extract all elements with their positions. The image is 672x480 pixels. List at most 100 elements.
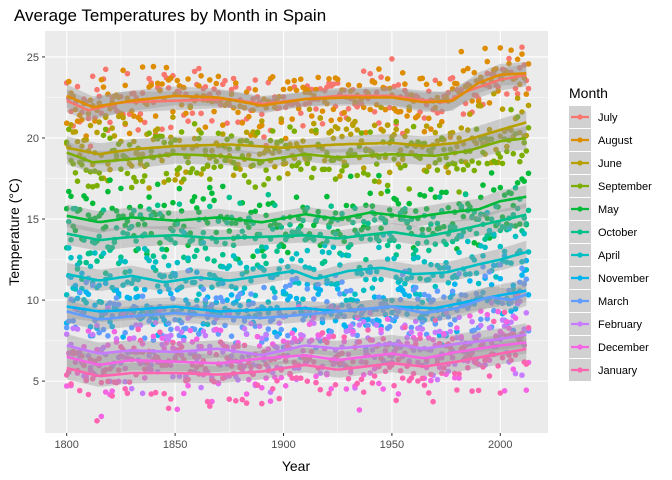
data-point [525, 102, 532, 109]
data-point [525, 324, 532, 331]
data-point [315, 74, 322, 81]
data-point [269, 128, 276, 134]
data-point [150, 253, 157, 259]
data-point [265, 346, 272, 353]
data-point [456, 314, 462, 321]
data-point [324, 371, 330, 378]
data-point [373, 268, 380, 275]
data-point [378, 74, 384, 80]
data-point [493, 203, 499, 210]
data-point [471, 327, 478, 334]
data-point [105, 333, 111, 339]
data-point [406, 200, 413, 207]
data-point [434, 356, 441, 362]
data-point [339, 210, 345, 217]
data-point [102, 270, 109, 277]
data-point [510, 202, 517, 209]
data-point [139, 390, 146, 397]
data-point [484, 215, 491, 222]
data-point [475, 216, 482, 223]
data-point [480, 253, 486, 259]
data-point [410, 123, 417, 130]
data-point [319, 121, 326, 127]
data-point [252, 87, 259, 93]
data-point [252, 323, 259, 329]
data-point [369, 347, 376, 353]
data-point [102, 389, 109, 395]
legend-label: January [598, 365, 638, 377]
data-point [66, 350, 72, 357]
data-point [185, 268, 191, 274]
data-point [319, 316, 326, 322]
data-point [102, 280, 109, 287]
data-point [432, 104, 439, 111]
data-point [367, 190, 374, 197]
data-point [135, 221, 141, 228]
data-point [345, 106, 352, 112]
data-point [259, 335, 265, 342]
data-point [137, 203, 144, 210]
data-point [89, 376, 96, 382]
data-point [330, 106, 337, 113]
data-point [157, 88, 163, 94]
data-point [185, 301, 191, 308]
data-point [230, 159, 237, 166]
data-point [434, 220, 441, 227]
data-point [111, 301, 118, 307]
data-point [207, 91, 213, 98]
data-point [94, 258, 100, 264]
data-point [499, 300, 506, 307]
data-point [243, 129, 250, 136]
data-point [313, 127, 319, 134]
data-point [272, 289, 278, 295]
data-point [259, 111, 265, 117]
data-point [79, 162, 85, 168]
data-point [484, 70, 491, 77]
data-point [141, 375, 148, 381]
data-point [94, 129, 100, 136]
data-point [237, 364, 243, 371]
data-point [306, 89, 313, 96]
data-point [389, 56, 395, 62]
data-point [384, 242, 391, 249]
data-point [519, 272, 525, 279]
data-point [233, 299, 239, 306]
data-point [135, 326, 141, 333]
trend-line [66, 250, 527, 284]
data-point [100, 207, 107, 213]
trend-line [66, 333, 527, 357]
data-point [324, 238, 330, 245]
data-point [467, 271, 473, 277]
data-point [263, 167, 269, 173]
data-point [287, 370, 293, 377]
data-point [426, 390, 432, 396]
data-point [113, 208, 120, 214]
data-point [404, 91, 410, 98]
y-tick-label: 20 [27, 133, 39, 145]
data-point [504, 148, 510, 155]
data-point [402, 87, 408, 94]
data-point [330, 333, 337, 340]
data-point [146, 75, 152, 82]
data-point [157, 329, 163, 336]
data-point [308, 337, 315, 344]
data-point [185, 76, 191, 82]
data-point [360, 68, 367, 74]
data-point [306, 106, 313, 113]
data-point [378, 104, 384, 111]
data-point [163, 282, 170, 288]
data-point [378, 225, 384, 232]
data-point [74, 118, 81, 124]
data-point [215, 90, 222, 96]
data-point [150, 63, 157, 70]
data-point [154, 80, 161, 87]
data-point [443, 189, 449, 196]
data-point [419, 326, 426, 332]
data-point [365, 322, 371, 329]
data-point [191, 121, 198, 127]
data-point [408, 274, 415, 281]
data-point [484, 316, 491, 322]
data-point [458, 203, 465, 209]
data-point [367, 129, 374, 135]
